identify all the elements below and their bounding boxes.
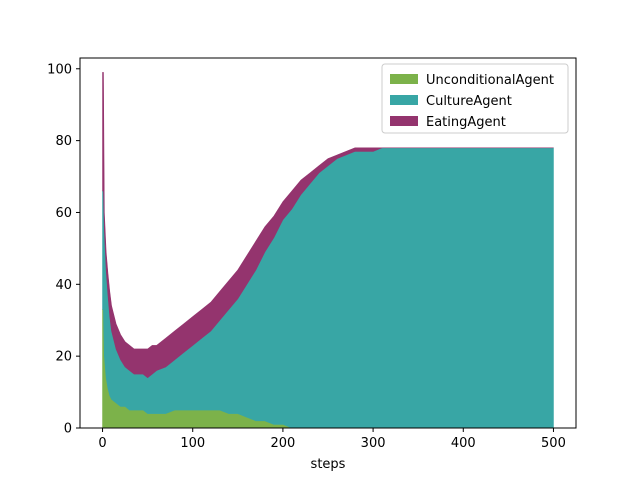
x-axis-label: steps xyxy=(311,457,346,472)
legend-swatch xyxy=(390,95,418,105)
legend-label: UnconditionalAgent xyxy=(426,73,554,88)
legend: UnconditionalAgent CultureAgent EatingAgen… xyxy=(381,63,569,134)
legend-box xyxy=(381,63,569,134)
area-EatingAgent xyxy=(102,72,554,379)
area-CultureAgent xyxy=(102,147,554,429)
y-tick-label: 60 xyxy=(55,206,72,221)
x-tick-label: 500 xyxy=(541,436,566,451)
y-tick-label: 0 xyxy=(64,422,72,437)
legend-label: EatingAgent xyxy=(426,115,506,130)
y-tick-label: 20 xyxy=(55,350,72,365)
y-tick-label: 80 xyxy=(55,134,72,149)
x-tick-label: 400 xyxy=(451,436,476,451)
y-tick-label: 40 xyxy=(55,278,72,293)
x-tick-label: 100 xyxy=(180,436,205,451)
legend-swatch xyxy=(390,74,418,84)
x-tick-label: 300 xyxy=(361,436,386,451)
legend-label: CultureAgent xyxy=(426,94,512,109)
y-tick-label: 100 xyxy=(47,62,72,77)
x-tick-label: 200 xyxy=(270,436,295,451)
y-axis: 0 20 40 60 80 100 xyxy=(47,62,80,437)
legend-swatch xyxy=(390,116,418,126)
x-tick-label: 0 xyxy=(98,436,106,451)
x-axis: 0 100 200 300 400 500 xyxy=(98,428,566,451)
plot-frame xyxy=(79,57,577,429)
